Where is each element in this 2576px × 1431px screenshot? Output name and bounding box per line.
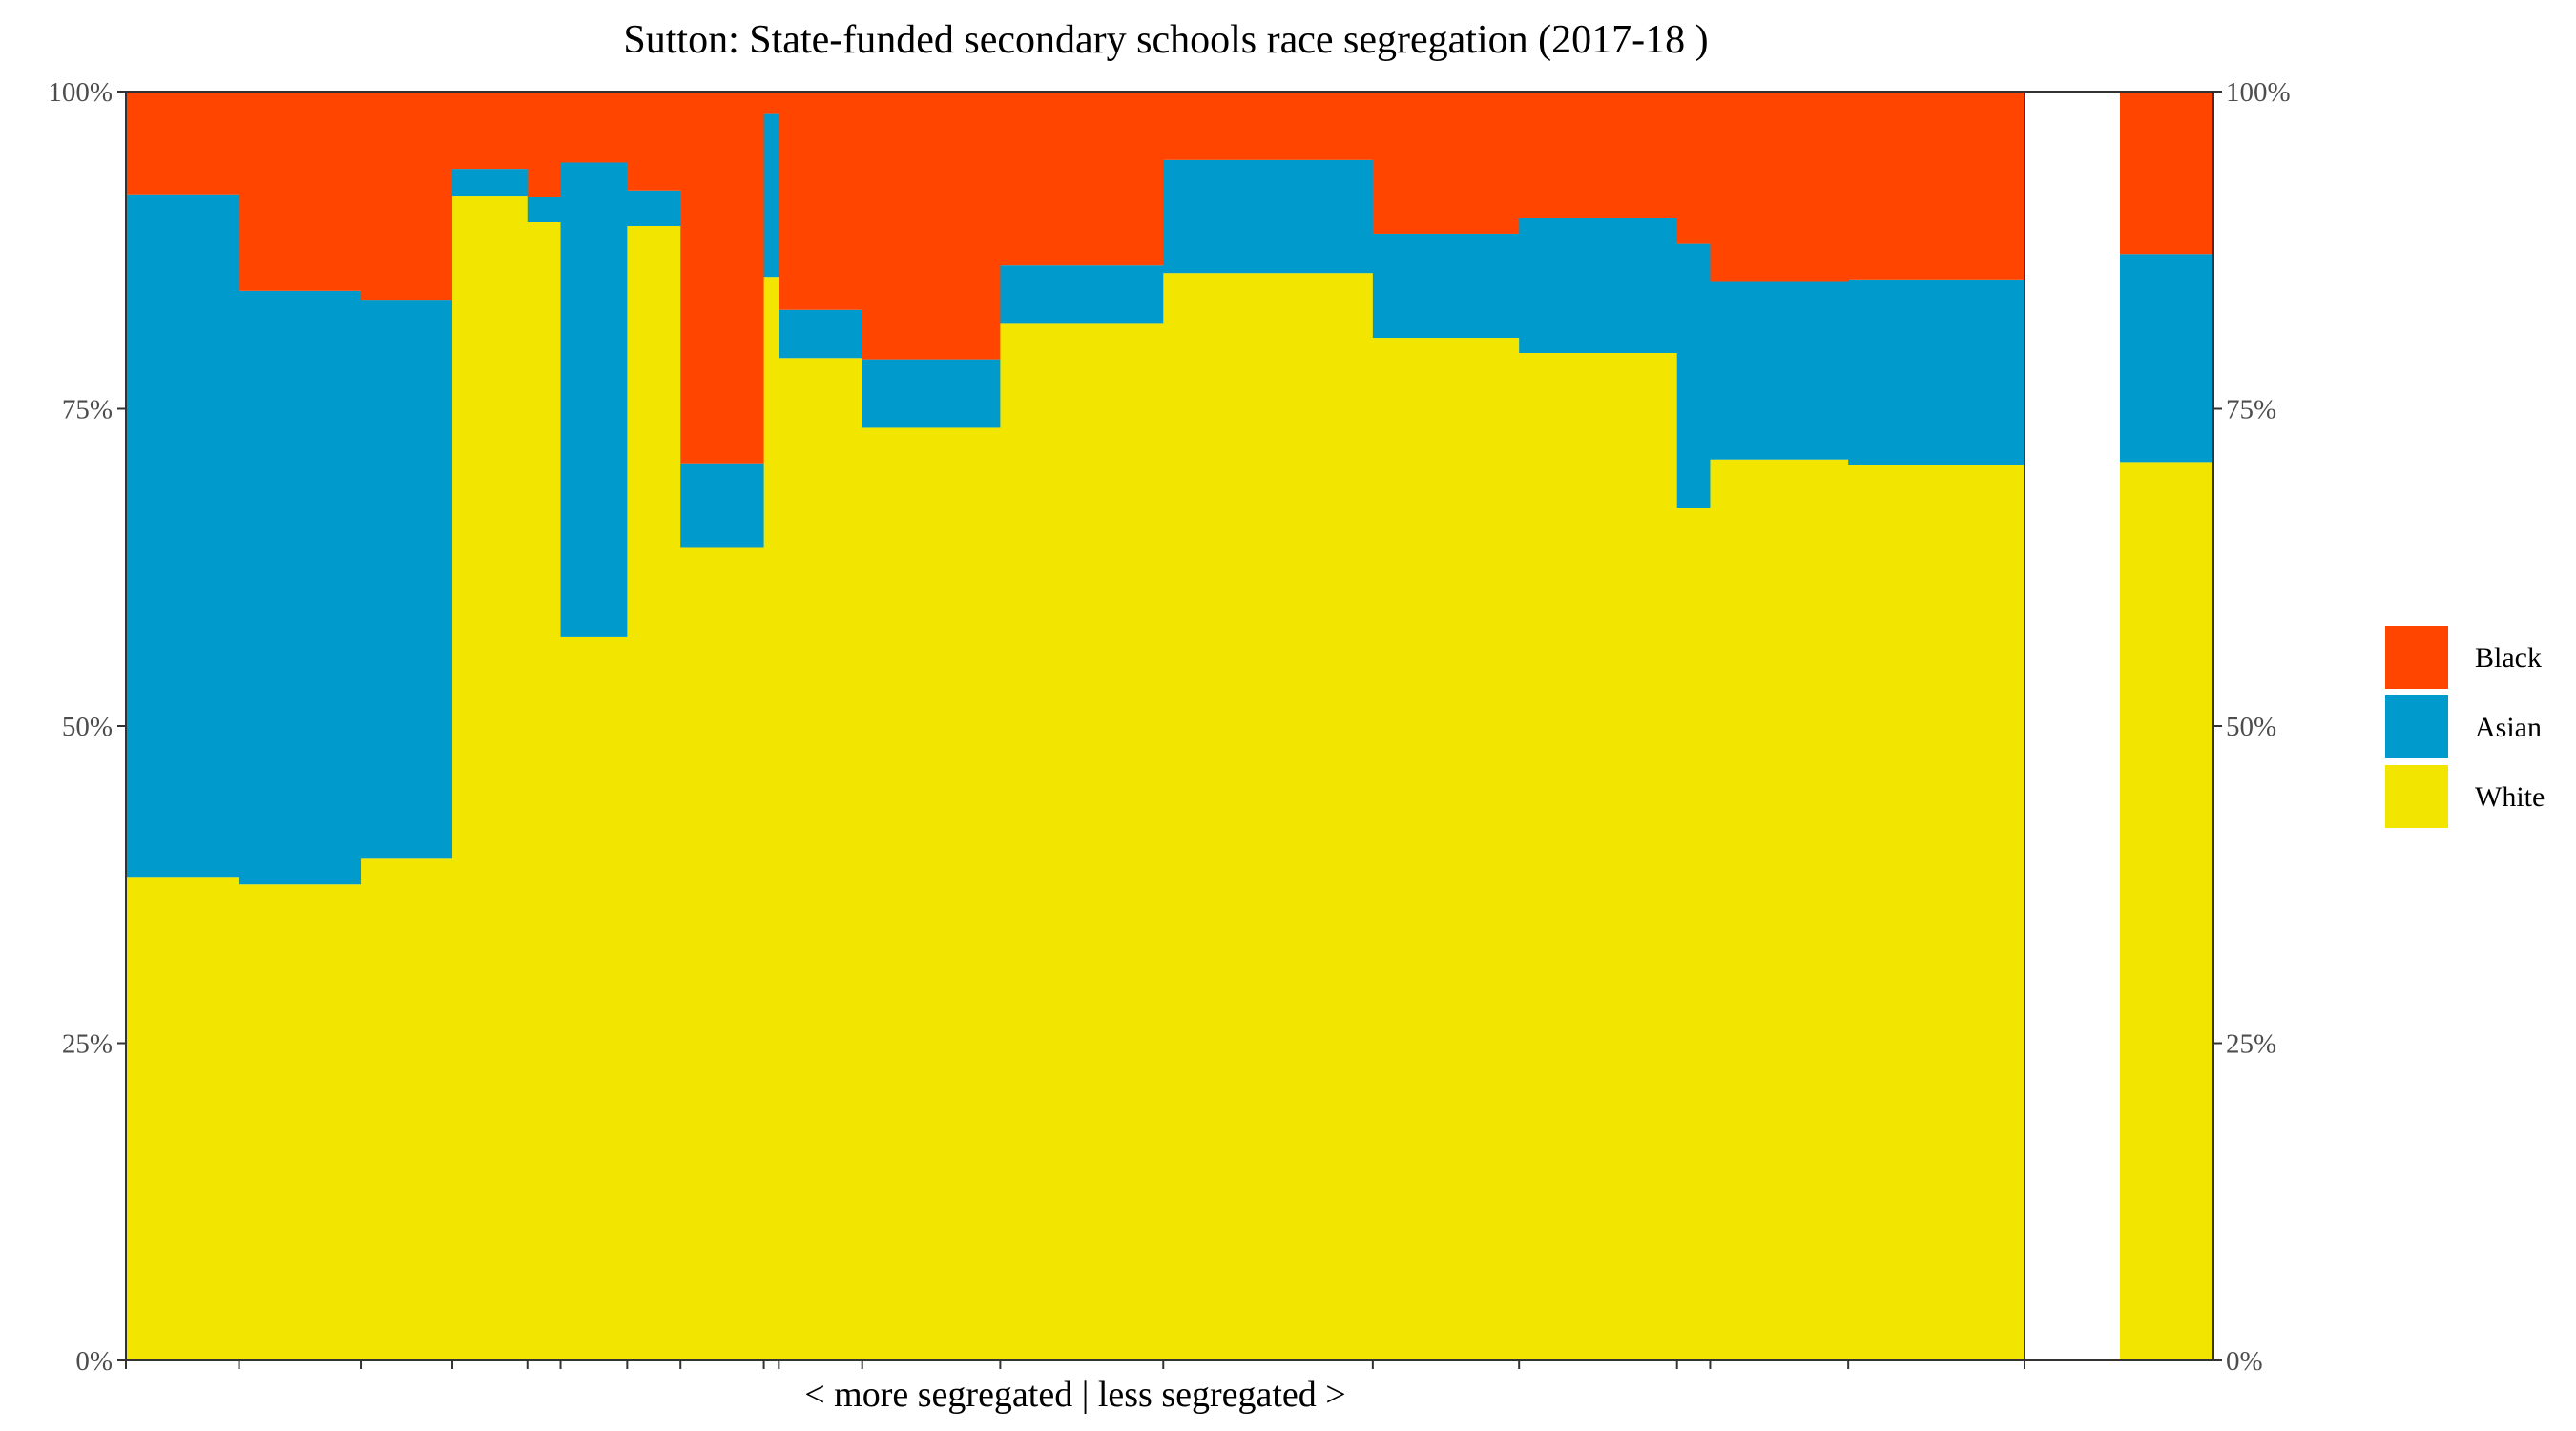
y-tick-label-left: 25% [62,1029,113,1060]
school-9-asian-segment [763,113,779,278]
school-2-white-segment [239,884,362,1360]
school-9-white-segment [763,277,779,1361]
school-14-black-segment [1372,92,1520,234]
overall-asian-segment [2120,254,2213,463]
y-tick-label-right: 50% [2226,712,2276,742]
school-2-black-segment [239,92,362,291]
school-18-asian-segment [1848,279,2025,466]
school-13-white-segment [1163,273,1374,1361]
school-11-black-segment [862,92,1001,360]
school-10-asian-segment [779,309,863,359]
school-5-white-segment [527,221,562,1361]
school-8-black-segment [680,92,765,464]
y-tick-label-left: 100% [48,77,113,108]
school-10-black-segment [779,92,863,310]
school-17-black-segment [1710,92,1849,282]
school-7-asian-segment [627,190,681,226]
legend-swatch-white [2385,765,2448,828]
school-16-black-segment [1676,92,1712,244]
legend-swatch-black [2385,626,2448,689]
y-tick-label-left: 75% [62,395,113,425]
y-axis-left: 0% 25% 50% 75% 100% [48,77,126,1377]
school-17-asian-segment [1710,281,1849,460]
school-13-black-segment [1163,92,1374,160]
school-13-asian-segment [1163,159,1374,274]
school-14-white-segment [1372,338,1520,1360]
school-5-black-segment [527,92,562,197]
school-18-black-segment [1848,92,2025,280]
school-7-black-segment [627,92,681,191]
school-8-asian-segment [680,463,765,548]
school-3-white-segment [361,858,453,1360]
school-4-black-segment [452,92,529,170]
overall-white-segment [2120,462,2213,1360]
school-1-black-segment [126,92,240,195]
school-15-asian-segment [1519,218,1678,353]
school-14-asian-segment [1372,233,1520,339]
x-axis-label: < more segregated | less segregated > [804,1375,1345,1415]
school-11-white-segment [862,427,1001,1360]
school-18-white-segment [1848,465,2025,1360]
school-16-asian-segment [1676,243,1712,508]
school-6-asian-segment [560,162,628,637]
y-tick-label-right: 100% [2226,77,2291,108]
legend: Black Asian White [2385,626,2545,828]
school-7-white-segment [627,225,681,1361]
school-5-asian-segment [527,197,562,222]
school-15-white-segment [1519,352,1678,1361]
school-3-asian-segment [361,300,453,859]
school-4-white-segment [452,196,529,1360]
legend-swatch-asian [2385,695,2448,758]
school-1-white-segment [126,877,240,1360]
school-10-white-segment [779,358,863,1360]
school-15-black-segment [1519,92,1678,218]
main-stacked-bars [126,92,2025,1361]
school-3-black-segment [361,92,453,301]
school-6-white-segment [560,636,628,1360]
school-1-asian-segment [126,194,240,878]
y-tick-label-right: 0% [2226,1346,2263,1377]
school-12-white-segment [1000,323,1164,1360]
y-tick-label-right: 25% [2226,1029,2276,1060]
overall-stacked-bar [2120,92,2213,1360]
school-8-white-segment [680,547,765,1360]
school-4-asian-segment [452,169,529,197]
chart-title: Sutton: State-funded secondary schools r… [623,18,1708,62]
overall-black-segment [2120,92,2213,255]
y-tick-label-left: 50% [62,712,113,742]
school-6-black-segment [560,92,628,163]
y-tick-label-left: 0% [75,1346,113,1377]
school-16-white-segment [1676,508,1712,1360]
legend-label-asian: Asian [2475,712,2542,743]
school-11-asian-segment [862,359,1001,428]
school-17-white-segment [1710,459,1849,1360]
school-12-asian-segment [1000,265,1164,324]
x-axis [125,1360,2025,1369]
school-2-asian-segment [239,290,362,885]
y-tick-label-right: 75% [2226,395,2276,425]
y-axis-right: 0% 25% 50% 75% 100% [2213,77,2291,1377]
school-12-black-segment [1000,92,1164,266]
legend-label-black: Black [2475,642,2542,674]
legend-label-white: White [2475,781,2545,813]
school-9-black-segment [763,92,779,114]
